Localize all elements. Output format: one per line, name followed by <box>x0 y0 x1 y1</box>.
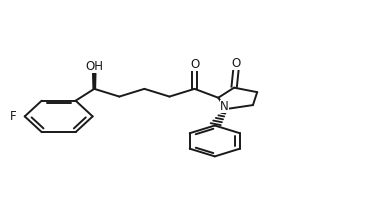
Text: O: O <box>231 57 240 70</box>
Text: O: O <box>190 58 199 71</box>
Text: OH: OH <box>85 60 103 73</box>
Text: F: F <box>10 110 16 123</box>
Text: N: N <box>220 100 229 113</box>
Polygon shape <box>93 73 96 89</box>
